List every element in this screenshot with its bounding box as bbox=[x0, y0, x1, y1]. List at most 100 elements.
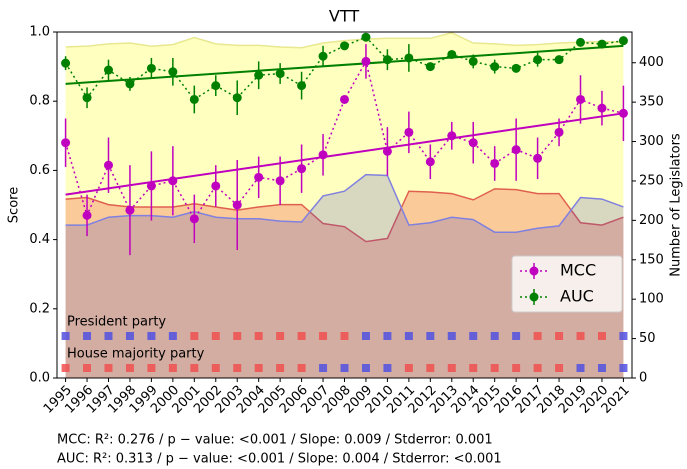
party-square bbox=[447, 364, 456, 372]
party-square bbox=[490, 332, 499, 340]
party-square bbox=[383, 332, 392, 340]
note: AUC: R²: 0.313 / p − value: <0.001 / Slo… bbox=[57, 452, 502, 467]
party-square bbox=[512, 332, 521, 340]
y2-tick-label: 250 bbox=[639, 173, 664, 188]
party-square bbox=[147, 332, 156, 340]
party-square bbox=[61, 364, 70, 372]
y2-tick-label: 0 bbox=[639, 371, 647, 386]
legend-label: AUC bbox=[560, 287, 594, 306]
legend-label: MCC bbox=[560, 261, 596, 280]
party-square bbox=[555, 332, 564, 340]
point bbox=[618, 108, 628, 118]
y-tick-label: 0.0 bbox=[29, 371, 50, 386]
area bbox=[65, 188, 624, 378]
party-square bbox=[597, 364, 606, 372]
legend-marker bbox=[529, 292, 539, 302]
trend-line bbox=[65, 44, 624, 85]
party-square bbox=[533, 364, 542, 372]
point bbox=[189, 94, 199, 104]
party-square bbox=[83, 364, 92, 372]
point bbox=[232, 93, 242, 103]
y2-tick-label: 400 bbox=[639, 55, 664, 70]
point bbox=[61, 58, 71, 68]
point bbox=[232, 200, 242, 210]
point bbox=[576, 37, 586, 47]
y2-tick-label: 100 bbox=[639, 292, 664, 307]
party-square bbox=[83, 332, 92, 340]
chart-title: VTT bbox=[329, 7, 359, 26]
point bbox=[275, 69, 285, 79]
area-edge bbox=[65, 188, 624, 243]
y2-axis-label: Number of Legislators bbox=[669, 133, 684, 277]
legend-marker bbox=[529, 266, 539, 276]
party-square bbox=[597, 332, 606, 340]
party-square bbox=[211, 332, 220, 340]
note: MCC: R²: 0.276 / p − value: <0.001 / Slo… bbox=[57, 433, 493, 448]
y2-tick-label: 150 bbox=[639, 252, 664, 267]
point bbox=[275, 176, 285, 186]
party-square bbox=[576, 364, 585, 372]
party-square bbox=[297, 332, 306, 340]
party-square bbox=[555, 364, 564, 372]
point bbox=[447, 131, 457, 141]
point bbox=[533, 153, 543, 163]
party-square bbox=[319, 332, 328, 340]
party-square bbox=[426, 332, 435, 340]
point bbox=[340, 94, 349, 104]
point bbox=[125, 79, 135, 89]
point bbox=[125, 205, 135, 215]
point bbox=[425, 157, 435, 167]
area bbox=[65, 174, 624, 378]
party-square bbox=[340, 364, 349, 372]
point bbox=[404, 53, 414, 63]
party-square bbox=[447, 332, 456, 340]
point bbox=[490, 62, 500, 72]
party-square bbox=[147, 364, 156, 372]
party-square bbox=[383, 364, 392, 372]
point bbox=[146, 63, 156, 73]
series-line bbox=[64, 59, 624, 221]
point bbox=[254, 70, 264, 80]
point bbox=[468, 56, 478, 66]
point bbox=[490, 158, 500, 168]
point bbox=[511, 63, 521, 73]
point bbox=[576, 94, 586, 104]
point bbox=[554, 55, 564, 65]
party-square bbox=[168, 332, 177, 340]
party-square bbox=[426, 364, 435, 372]
point bbox=[382, 146, 392, 156]
area-edge bbox=[65, 173, 624, 233]
party-square bbox=[211, 364, 220, 372]
point bbox=[82, 210, 92, 220]
area-edge bbox=[65, 31, 624, 49]
party-square bbox=[104, 332, 113, 340]
point bbox=[382, 55, 392, 65]
point bbox=[404, 127, 414, 137]
point bbox=[533, 55, 543, 65]
point bbox=[82, 93, 92, 103]
party-square bbox=[619, 364, 628, 372]
party-row-label: House majority party bbox=[67, 347, 205, 362]
point bbox=[189, 214, 199, 224]
party-square bbox=[319, 364, 328, 372]
point bbox=[61, 138, 71, 148]
party-square bbox=[340, 332, 349, 340]
party-square bbox=[254, 332, 263, 340]
party-square bbox=[190, 364, 199, 372]
point bbox=[168, 176, 178, 186]
point bbox=[361, 32, 371, 42]
party-square bbox=[404, 332, 413, 340]
point bbox=[211, 181, 221, 191]
y2-tick-label: 350 bbox=[639, 95, 664, 110]
party-square bbox=[233, 332, 242, 340]
point bbox=[554, 127, 564, 137]
party-square bbox=[125, 364, 134, 372]
point bbox=[168, 67, 178, 77]
party-square bbox=[490, 364, 499, 372]
legend-box bbox=[511, 255, 623, 313]
point bbox=[425, 62, 435, 72]
point bbox=[597, 39, 607, 49]
point bbox=[297, 81, 307, 91]
trend-line bbox=[65, 112, 624, 196]
